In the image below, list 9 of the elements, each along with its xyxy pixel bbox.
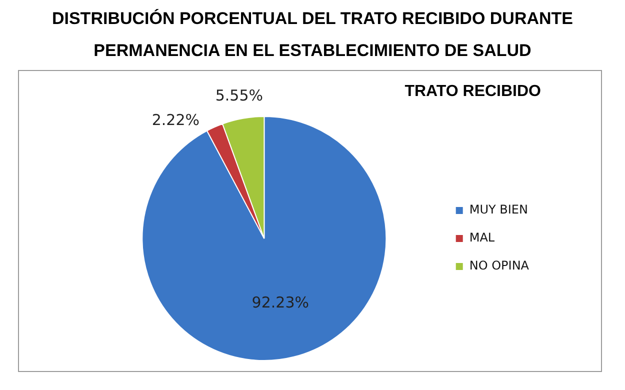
legend-label: NO OPINA — [469, 258, 530, 273]
data-label: 2.22% — [152, 110, 200, 129]
data-label: 92.23% — [252, 294, 309, 312]
legend-label: MAL — [469, 230, 495, 245]
legend-label: MUY BIEN — [469, 202, 528, 217]
chart-title: DISTRIBUCIÓN PORCENTUAL DEL TRATO RECIBIDO DURANTE — [50, 8, 574, 30]
legend-title: TRATO RECIBIDO — [404, 83, 541, 101]
data-label: 5.55% — [215, 86, 264, 105]
chart-subtitle: PERMANENCIA EN EL ESTABLECIMIENTO DE SALUD — [92, 40, 532, 62]
